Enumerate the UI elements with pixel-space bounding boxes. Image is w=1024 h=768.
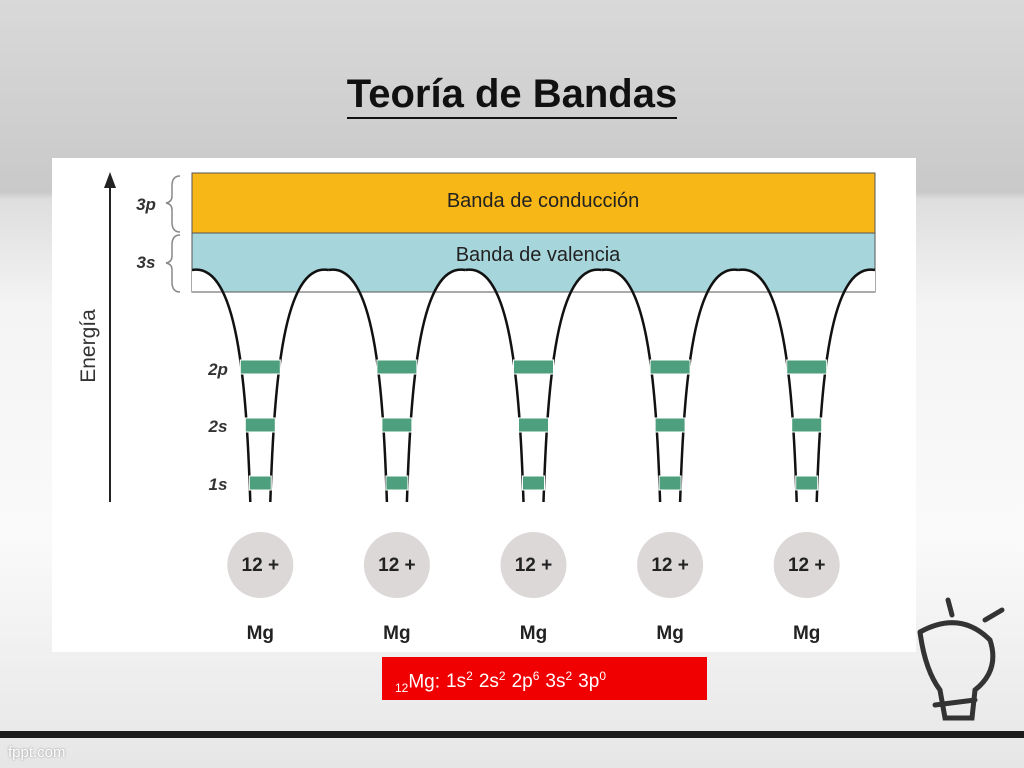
level-label: 1s — [209, 475, 228, 494]
nucleus — [773, 532, 840, 598]
electron-count: 2 — [498, 669, 506, 683]
atom: 12 + Mg — [773, 532, 840, 644]
energy-level — [786, 359, 828, 375]
orbital: 1s — [446, 671, 467, 693]
axis-label: Energía — [77, 309, 100, 383]
brand: fppt.com — [8, 744, 66, 761]
atom: 12 + Mg — [227, 532, 294, 644]
atom-symbol: Mg — [247, 623, 274, 644]
energy-level — [518, 417, 549, 433]
formula: 12Mg: 1s2 2s2 2p6 3s2 3p0 — [382, 657, 707, 700]
energy-level — [385, 475, 409, 491]
nucleus-charge: 12 + — [378, 555, 416, 576]
energy-level — [244, 417, 276, 433]
energy-level — [791, 417, 823, 433]
band-label: Banda de valencia — [456, 244, 621, 266]
well-wall — [464, 268, 525, 503]
nucleus — [227, 532, 294, 598]
energy-level — [658, 475, 682, 491]
level-label: 2p — [207, 360, 228, 379]
atom: 12 + Mg — [637, 532, 704, 644]
orbital: 2p — [511, 671, 533, 693]
electron-count: 2 — [565, 669, 573, 683]
axis-arrow — [104, 172, 116, 188]
atom-symbol: Mg — [656, 623, 683, 644]
energy-level — [239, 359, 281, 375]
orbital: 3s — [545, 671, 566, 693]
nucleus-charge: 12 + — [788, 555, 826, 576]
footer-bar — [0, 731, 1024, 738]
energy-level — [381, 417, 413, 433]
electron-count: 0 — [599, 669, 606, 683]
energy-level — [654, 417, 686, 433]
electron-count: 2 — [466, 669, 473, 683]
well-wall — [328, 268, 389, 503]
brace — [165, 234, 181, 293]
nucleus — [363, 532, 430, 598]
well-wall — [678, 268, 739, 503]
atomic-number: 12 — [395, 681, 409, 696]
atom-symbol: Mg — [383, 623, 410, 644]
orbital: 3p — [578, 671, 600, 693]
nucleus — [500, 532, 567, 598]
electron-count: 6 — [532, 669, 540, 683]
level-label: 3s — [137, 253, 156, 272]
bulb-icon — [917, 597, 1005, 721]
atom: 12 + Mg — [363, 532, 430, 644]
level-label: 2s — [208, 417, 228, 436]
title: Teoría de Bandas — [0, 72, 1024, 119]
orbital: 2s — [478, 671, 499, 693]
nucleus-charge: 12 + — [651, 555, 689, 576]
level-label: 3p — [136, 195, 156, 214]
title-text: Teoría de Bandas — [346, 72, 678, 119]
element-symbol: Mg: — [408, 671, 441, 693]
atom: 12 + Mg — [500, 532, 567, 644]
energy-level — [513, 359, 554, 375]
nucleus — [637, 532, 704, 598]
nucleus-charge: 12 + — [515, 555, 553, 576]
well-wall — [191, 268, 252, 503]
brace — [165, 175, 181, 233]
well-wall — [738, 268, 798, 503]
atom-symbol: Mg — [793, 623, 820, 644]
atom-symbol: Mg — [520, 623, 547, 644]
well-wall — [542, 268, 603, 503]
hill-fill — [192, 269, 875, 502]
well-wall — [269, 268, 329, 503]
energy-level — [248, 475, 272, 491]
energy-level — [649, 359, 691, 375]
energy-level — [522, 475, 545, 491]
well-wall — [601, 268, 662, 503]
nucleus-charge: 12 + — [242, 555, 280, 576]
band-label: Banda de conducción — [447, 190, 639, 212]
well-wall — [815, 268, 876, 503]
energy-level — [376, 359, 418, 375]
energy-level — [795, 475, 819, 491]
well-wall — [405, 268, 466, 503]
